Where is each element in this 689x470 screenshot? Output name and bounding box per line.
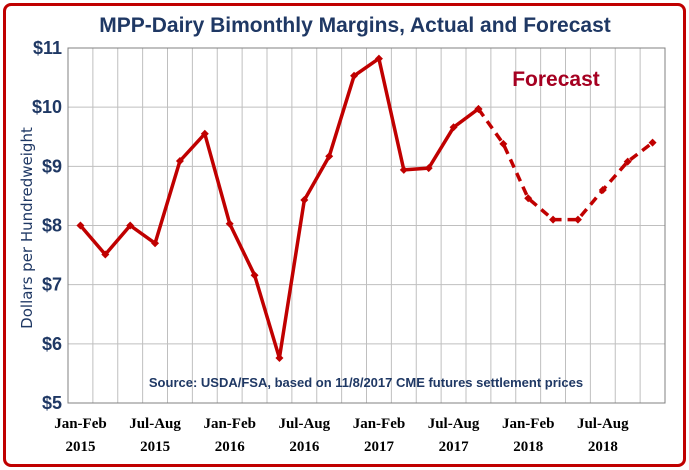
series-layer (76, 54, 657, 363)
actual-data-point (399, 165, 408, 174)
y-tick-labels: $5 $6 $7 $8 $9 $10 $11 (32, 38, 62, 413)
actual-data-point (126, 221, 135, 230)
grid (67, 47, 666, 404)
x-tick-period: Jan-Feb (203, 416, 256, 432)
y-tick-label: $7 (42, 275, 62, 295)
x-tick-period: Jan-Feb (54, 416, 107, 432)
forecast-data-point (623, 157, 632, 166)
actual-data-point (350, 71, 359, 80)
chart-frame (3, 3, 686, 467)
y-tick-label: $9 (42, 156, 62, 176)
x-tick-period: Jul-Aug (129, 416, 181, 432)
forecast-data-point (474, 104, 483, 113)
x-tick-year: 2018 (588, 439, 618, 455)
actual-data-point (151, 239, 160, 248)
actual-data-point (275, 354, 284, 363)
actual-data-point (449, 123, 458, 132)
forecast-annotation: Forecast (512, 68, 600, 91)
actual-data-point (300, 196, 309, 205)
forecast-series-line (476, 107, 654, 222)
x-tick-year: 2018 (513, 439, 543, 455)
x-tick-year: 2015 (65, 439, 95, 455)
actual-series-line (79, 56, 480, 360)
y-axis-label: Dollars per Hundredweight (18, 127, 36, 329)
x-tick-period: Jul-Aug (428, 416, 480, 432)
y-tick-label: $5 (42, 393, 62, 413)
actual-data-point (225, 219, 234, 228)
x-tick-year: 2017 (439, 439, 470, 455)
forecast-data-point (549, 215, 558, 224)
x-tick-period: Jul-Aug (278, 416, 330, 432)
y-tick-label: $10 (32, 97, 62, 117)
forecast-data-point (499, 139, 508, 148)
x-tick-period: Jul-Aug (577, 416, 629, 432)
actual-data-point (200, 129, 209, 138)
actual-data-point (250, 271, 259, 280)
x-tick-year: 2015 (140, 439, 170, 455)
forecast-data-point (573, 215, 582, 224)
actual-data-point (325, 152, 334, 161)
forecast-data-point (524, 194, 533, 203)
plot-border (67, 47, 666, 404)
forecast-data-point (598, 186, 607, 194)
actual-data-point (76, 221, 85, 230)
actual-data-point (424, 164, 433, 173)
x-tick-year: 2016 (289, 439, 320, 455)
x-tick-year: 2017 (364, 439, 395, 455)
x-tick-period: Jan-Feb (353, 416, 406, 432)
y-tick-label: $6 (42, 334, 62, 354)
y-tick-label: $8 (42, 216, 62, 236)
x-tick-period: Jan-Feb (502, 416, 555, 432)
actual-data-point (101, 250, 110, 259)
x-tick-year: 2016 (215, 439, 246, 455)
x-tick-labels: Jan-Feb 2015 Jul-Aug 2015 Jan-Feb 2016 Jul-Aug… (54, 416, 629, 455)
source-note: Source: USDA/FSA, based on 11/8/2017 CME… (149, 375, 583, 390)
actual-data-point (175, 157, 184, 166)
y-tick-label: $11 (33, 38, 62, 58)
forecast-data-point (648, 138, 657, 147)
chart-title: MPP-Dairy Bimonthly Margins, Actual and … (99, 14, 611, 37)
actual-data-point (374, 54, 383, 63)
